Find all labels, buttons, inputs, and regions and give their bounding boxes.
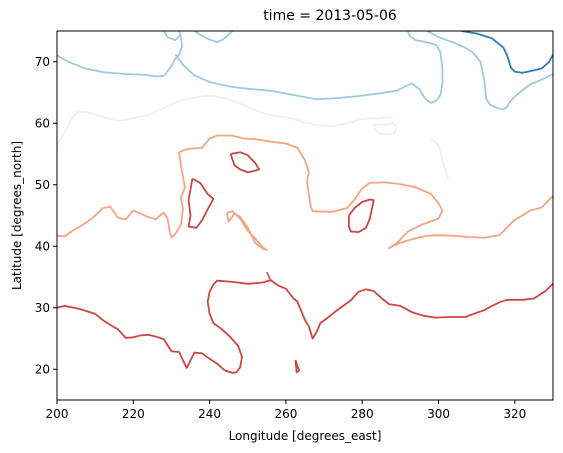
y-tick-label: 60 — [35, 116, 50, 130]
x-axis: 200 220 240 260 280 300 320 — [46, 400, 526, 421]
contour-line — [193, 31, 234, 43]
contour-line — [57, 31, 184, 78]
x-tick-label: 320 — [503, 407, 526, 421]
contour-line — [57, 279, 553, 374]
x-tick-label: 240 — [198, 407, 221, 421]
contour-line — [294, 359, 301, 374]
contour-line — [461, 31, 553, 74]
contour-line — [372, 122, 398, 136]
x-tick-label: 200 — [46, 407, 69, 421]
contour-line — [187, 177, 215, 229]
contour-line — [57, 94, 393, 146]
contour-layer — [57, 31, 553, 374]
contour-line — [174, 31, 444, 104]
x-tick-label: 220 — [122, 407, 145, 421]
y-tick-label: 30 — [35, 301, 50, 315]
y-tick-label: 50 — [35, 178, 50, 192]
x-tick-label: 280 — [351, 407, 374, 421]
x-tick-label: 260 — [274, 407, 297, 421]
plot-frame — [56, 30, 554, 401]
y-tick-label: 40 — [35, 239, 50, 253]
y-tick-label: 70 — [35, 55, 50, 69]
contour-line — [57, 152, 186, 239]
contour-line — [229, 151, 261, 174]
contour-line — [178, 134, 553, 250]
contour-line — [430, 137, 449, 179]
y-tick-label: 20 — [35, 362, 50, 376]
chart-title: time = 2013-05-06 — [263, 8, 397, 24]
contour-line — [426, 31, 553, 111]
contour-line — [347, 198, 375, 234]
x-tick-label: 300 — [427, 407, 450, 421]
contour-line — [163, 31, 182, 42]
contour-line — [225, 210, 268, 251]
contour-line — [265, 271, 272, 281]
y-axis-label: Latitude [degrees_north] — [10, 141, 24, 290]
y-axis: 20 30 40 50 60 70 — [35, 55, 57, 376]
x-axis-label: Longitude [degrees_east] — [229, 429, 382, 443]
